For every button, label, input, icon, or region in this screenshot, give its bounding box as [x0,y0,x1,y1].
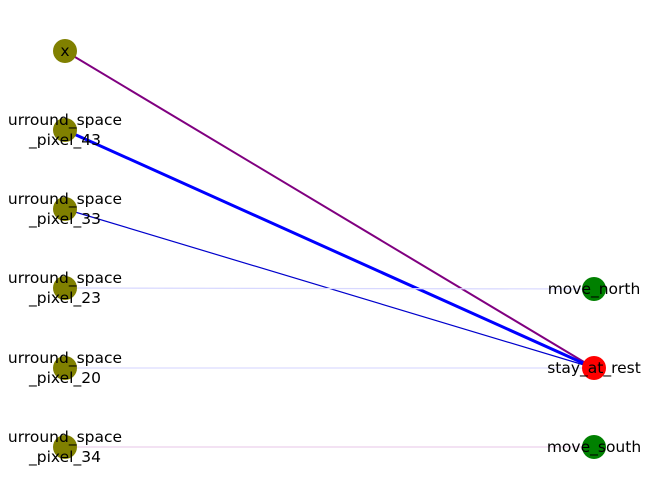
input-node-label-line: _pixel_33 [28,210,101,229]
input-node-label-line: urround_space [8,349,122,368]
input-node-label-line: _pixel_20 [28,369,101,388]
input-node-label-line: _pixel_43 [28,131,101,150]
input-node-label-line: x [60,42,69,60]
edge-p23-to-north [64,287,595,290]
input-node-label-line: urround_space [8,269,122,288]
output-node-label-line: stay_at_rest [547,359,641,378]
edge-x-to-rest [64,50,595,369]
input-node-p33 [53,197,77,221]
input-node-label-line: urround_space [8,190,122,209]
input-node-p34 [53,435,77,459]
input-node-label-line: _pixel_34 [28,448,101,467]
input-node-label-p23: urround_space _pixel_23 [8,269,122,308]
output-node-label-line: move_south [547,438,641,457]
output-node-label-line: move_north [548,280,641,299]
input-node-label-line: _pixel_23 [28,289,101,308]
output-node-south [582,435,606,459]
input-node-p23 [53,276,77,300]
input-node-label-p43: urround_space _pixel_43 [8,111,122,150]
output-node-north [582,277,606,301]
output-node-label-north: move_north [548,280,641,299]
input-node-p20 [53,356,77,380]
input-node-p43 [53,118,77,142]
node-layer [53,39,606,459]
input-node-label-line: urround_space [8,428,122,447]
output-node-label-south: move_south [547,438,641,457]
edge-p43-to-rest [63,128,596,370]
output-node-rest [582,356,606,380]
input-node-label-x: x [60,42,69,60]
input-node-label-p34: urround_space _pixel_34 [8,428,122,467]
edge-layer [63,50,596,448]
input-node-label-p20: urround_space _pixel_20 [8,349,122,388]
input-node-label-p33: urround_space _pixel_33 [8,190,122,229]
input-node-x [53,39,77,63]
input-node-label-line: urround_space [8,111,122,130]
output-node-label-rest: stay_at_rest [547,359,641,378]
